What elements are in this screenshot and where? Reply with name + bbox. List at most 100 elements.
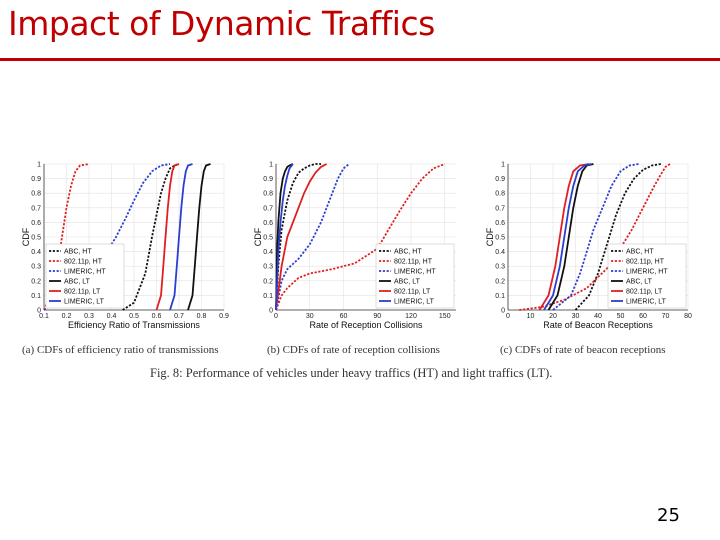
legend-label: ABC, HT xyxy=(64,249,92,256)
x-tick-label: 0 xyxy=(274,313,278,320)
y-axis-label: CDF xyxy=(21,227,31,246)
title-underline xyxy=(0,58,720,61)
x-tick-label: 150 xyxy=(439,313,451,320)
y-tick-label: 0 xyxy=(501,308,505,315)
x-axis-label: Rate of Beacon Receptions xyxy=(543,320,653,330)
y-axis-label: CDF xyxy=(253,227,263,246)
series-line xyxy=(574,163,662,311)
x-tick-label: 0.6 xyxy=(152,313,162,320)
legend-label: ABC, HT xyxy=(626,249,654,256)
x-tick-label: 30 xyxy=(572,313,580,320)
series-line xyxy=(122,163,180,311)
x-tick-label: 10 xyxy=(527,313,535,320)
y-tick-label: 0.4 xyxy=(31,249,41,256)
y-tick-label: 0.4 xyxy=(263,249,273,256)
legend-label: 802.11p, HT xyxy=(626,259,665,266)
y-tick-label: 0.3 xyxy=(31,264,41,271)
x-tick-label: 0.8 xyxy=(197,313,207,320)
y-tick-label: 0.7 xyxy=(495,205,505,212)
series-line xyxy=(155,163,180,311)
y-tick-label: 0.6 xyxy=(31,220,41,227)
x-tick-label: 60 xyxy=(340,313,348,320)
y-tick-label: 0.3 xyxy=(263,264,273,271)
y-tick-label: 0.8 xyxy=(495,191,505,198)
subcaption-a: (a) CDFs of efficiency ratio of transmis… xyxy=(22,344,219,356)
x-tick-label: 80 xyxy=(684,313,692,320)
series-line xyxy=(275,163,321,311)
legend-label: ABC, LT xyxy=(394,279,421,286)
x-tick-label: 0.2 xyxy=(62,313,72,320)
y-tick-label: 0.2 xyxy=(31,278,41,285)
y-tick-label: 0.6 xyxy=(263,220,273,227)
legend-label: LIMERIC, LT xyxy=(626,299,667,306)
x-axis-label: Efficiency Ratio of Transmissions xyxy=(68,320,200,330)
series-line xyxy=(538,163,590,311)
slide-title: Impact of Dynamic Traffics xyxy=(8,4,435,43)
legend-label: LIMERIC, LT xyxy=(64,299,105,306)
x-tick-label: 40 xyxy=(594,313,602,320)
legend-label: 802.11p, HT xyxy=(64,259,103,266)
legend-box xyxy=(607,243,687,309)
x-axis-label: Rate of Reception Collisions xyxy=(309,320,423,330)
y-tick-label: 0 xyxy=(37,308,41,315)
page-number: 25 xyxy=(657,505,680,526)
legend-label: 802.11p, HT xyxy=(394,259,433,266)
subcaption-c: (c) CDFs of rate of beacon receptions xyxy=(500,344,666,356)
x-tick-label: 0.3 xyxy=(84,313,94,320)
y-tick-label: 0.8 xyxy=(263,191,273,198)
series-line xyxy=(547,163,594,311)
x-tick-label: 60 xyxy=(639,313,647,320)
x-tick-label: 0.9 xyxy=(219,313,229,320)
x-tick-label: 120 xyxy=(405,313,417,320)
x-tick-label: 0 xyxy=(506,313,510,320)
x-tick-label: 0.7 xyxy=(174,313,184,320)
x-tick-label: 70 xyxy=(662,313,670,320)
y-tick-label: 0.1 xyxy=(263,293,273,300)
legend-label: LIMERIC, HT xyxy=(626,269,668,276)
legend-box xyxy=(45,243,125,309)
legend-label: ABC, HT xyxy=(394,249,422,256)
y-tick-label: 0.8 xyxy=(31,191,41,198)
x-tick-label: 30 xyxy=(306,313,314,320)
x-tick-label: 0.1 xyxy=(39,313,49,320)
series-line xyxy=(275,163,294,311)
y-tick-label: 0 xyxy=(269,308,273,315)
y-tick-label: 0.4 xyxy=(495,249,505,256)
y-tick-label: 0.2 xyxy=(495,278,505,285)
series-line xyxy=(169,163,193,311)
legend-label: ABC, LT xyxy=(626,279,653,286)
series-line xyxy=(543,163,592,311)
legend-label: 802.11p, LT xyxy=(626,289,663,296)
y-tick-label: 0.5 xyxy=(495,235,505,242)
legend-box xyxy=(375,243,455,309)
y-tick-label: 0.1 xyxy=(31,293,41,300)
legend-label: 802.11p, LT xyxy=(64,289,101,296)
series-line xyxy=(552,163,639,311)
chart-efficiency-ratio: 00.10.20.30.40.50.60.70.80.910.1 0.2 0.3 0.… xyxy=(21,162,229,331)
y-tick-label: 0.9 xyxy=(263,176,273,183)
x-tick-label: 20 xyxy=(549,313,557,320)
y-tick-label: 0.1 xyxy=(495,293,505,300)
legend-label: LIMERIC, LT xyxy=(394,299,435,306)
y-tick-label: 0.7 xyxy=(31,205,41,212)
y-tick-label: 0.6 xyxy=(495,220,505,227)
y-tick-label: 0.3 xyxy=(495,264,505,271)
figure-caption: Fig. 8: Performance of vehicles under he… xyxy=(150,366,553,380)
x-tick-label: 50 xyxy=(617,313,625,320)
x-tick-label: 0.5 xyxy=(129,313,139,320)
chart-beacon-receptions: 00.10.20.30.40.50.60.70.80.910 10 20 30 40 50… xyxy=(485,162,692,331)
series-line xyxy=(187,163,211,311)
y-tick-label: 0.7 xyxy=(263,205,273,212)
y-tick-label: 0.5 xyxy=(263,235,273,242)
y-tick-label: 1 xyxy=(269,162,273,169)
y-tick-label: 0.2 xyxy=(263,278,273,285)
series-line xyxy=(519,163,671,311)
y-tick-label: 1 xyxy=(501,162,505,169)
x-tick-label: 0.4 xyxy=(107,313,117,320)
y-tick-label: 0.9 xyxy=(495,176,505,183)
series-line xyxy=(275,163,328,311)
chart-reception-collisions: 0 0.1 0.2 0.3 0.4 0.5 0.6 0.7 0.8 0.9 1 0 30 60 90 120 1… xyxy=(253,162,456,330)
legend-label: ABC, LT xyxy=(64,279,91,286)
series-line xyxy=(275,163,446,311)
subcaption-b: (b) CDFs of rate of reception collisions xyxy=(267,344,440,356)
